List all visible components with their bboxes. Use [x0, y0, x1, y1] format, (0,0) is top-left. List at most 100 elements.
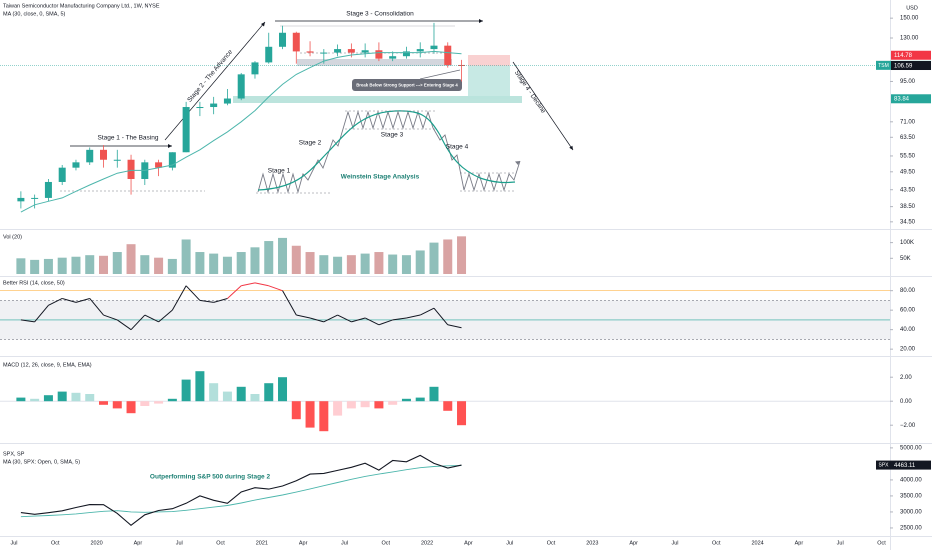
y-tick-label: 3500.00 — [900, 494, 922, 500]
candle-body — [127, 159, 135, 179]
candle-body — [223, 98, 231, 104]
price-badge-label: 114.78 — [894, 53, 913, 59]
macd-bar — [99, 401, 109, 405]
volume-bar — [167, 258, 177, 274]
volume-bar — [181, 239, 191, 274]
candle-body — [100, 149, 108, 160]
macd-bar — [250, 394, 260, 402]
candle-body — [444, 45, 452, 65]
volume-bar — [360, 253, 370, 274]
rsi-segment — [48, 298, 63, 306]
annotation: Stage 1 — [268, 168, 291, 175]
x-tick-label: Oct — [877, 540, 886, 546]
volume-bar — [429, 242, 439, 274]
y-tick-label: 150.00 — [900, 16, 919, 22]
annotation: Stage 1 - The Basing — [98, 135, 159, 142]
y-tick-label: 80.00 — [900, 288, 916, 294]
series-line — [20, 465, 462, 518]
macd-bar — [236, 386, 246, 402]
rsi-segment — [116, 319, 132, 331]
macd-bar — [319, 401, 329, 432]
macd-bar — [30, 398, 40, 402]
macd-bar — [126, 401, 136, 414]
rsi-segment — [34, 304, 49, 323]
candle-body — [320, 52, 328, 54]
symbol-badge-label: TSM — [878, 63, 889, 69]
rsi-segment — [241, 282, 256, 287]
rsi-segment — [254, 282, 269, 287]
symbol-badge — [876, 460, 891, 470]
x-tick-label: Oct — [216, 540, 225, 546]
x-tick-label: Jul — [506, 540, 513, 546]
x-tick-label: Apr — [629, 540, 638, 546]
moving-average — [20, 50, 462, 213]
candle-body — [17, 197, 25, 202]
rsi-segment — [144, 314, 159, 323]
rsi-segment — [185, 285, 201, 301]
macd-bar — [181, 379, 191, 402]
macd-bar — [457, 401, 467, 426]
volume-bar — [222, 256, 232, 274]
price-badge — [891, 50, 931, 60]
rsi-segment — [103, 314, 118, 321]
macd-bar — [154, 401, 164, 404]
macd-bar — [140, 401, 150, 406]
candle-body — [168, 152, 176, 168]
volume-bar — [209, 253, 219, 274]
rsi-segment — [406, 314, 421, 319]
price-badge — [891, 460, 931, 470]
y-tick-label: 60.00 — [900, 308, 916, 314]
candle-body — [113, 159, 121, 161]
y-tick-label: 2.00 — [900, 375, 912, 381]
macd-bar — [43, 395, 53, 402]
currency: USD — [906, 5, 918, 11]
volume-bar — [154, 257, 164, 274]
annotation: Stage 3 — [381, 132, 404, 139]
legend-entry: MA (30, close, 0, SMA, 5) — [3, 11, 66, 17]
candle-body — [402, 51, 410, 57]
annotation: Stage 4 — [446, 144, 469, 151]
price-badge-label: 106.59 — [894, 63, 913, 69]
y-tick-label: 130.00 — [900, 36, 919, 42]
x-tick-label: Jul — [671, 540, 678, 546]
macd-bar — [346, 401, 356, 409]
rsi-segment — [20, 319, 35, 323]
rsi-segment — [213, 297, 228, 303]
y-tick-label: 40.00 — [900, 327, 916, 333]
macd-bar — [112, 401, 122, 409]
volume-bar — [333, 256, 343, 274]
volume-bar — [250, 247, 260, 274]
macd-bar — [195, 371, 205, 402]
legend-entry: SPX, SP — [3, 451, 25, 457]
y-tick-label: 38.50 — [900, 204, 916, 210]
volume-bar — [457, 236, 467, 274]
rsi-segment — [282, 290, 297, 316]
candle-body — [306, 51, 314, 53]
rsi-segment — [364, 317, 380, 326]
annotation: Outperforming S&P 500 during Stage 2 — [150, 474, 271, 481]
candle-body — [196, 107, 204, 109]
volume-bar — [30, 259, 40, 274]
volume-bar — [374, 252, 384, 274]
x-tick-label: 2020 — [90, 540, 102, 546]
price-badge-label: 83.84 — [894, 97, 910, 103]
annotation-shapes — [60, 19, 574, 194]
macd-bar — [222, 391, 232, 402]
volume-bar — [401, 255, 411, 274]
y-tick-label: 34.50 — [900, 219, 916, 225]
macd-bar — [443, 401, 453, 411]
macd-bar — [360, 401, 370, 408]
rsi-segment — [75, 297, 90, 303]
y-tick-label: 20.00 — [900, 347, 916, 353]
price-badge — [891, 94, 931, 104]
candle-body — [361, 50, 369, 53]
y-tick-label: 100K — [900, 240, 914, 246]
y-tick-label: 55.50 — [900, 154, 916, 160]
x-tick-label: Apr — [464, 540, 473, 546]
candle-body — [292, 32, 300, 52]
volume-bar — [305, 252, 315, 274]
candle-body — [72, 162, 80, 168]
annotation: Break Below Strong Support ---> Entering… — [356, 83, 458, 88]
rsi-segment — [199, 299, 214, 303]
